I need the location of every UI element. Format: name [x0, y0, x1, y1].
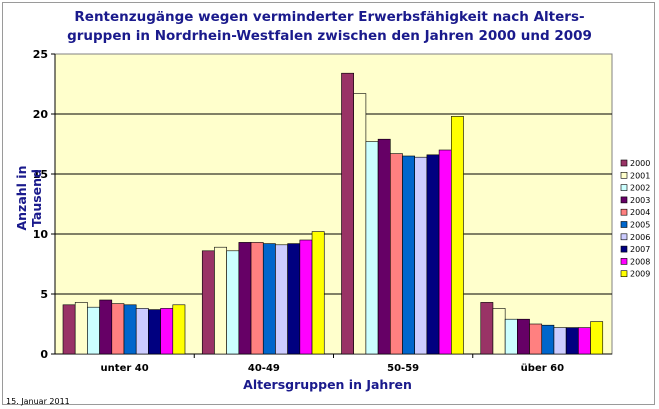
x-tick-label: 40-49 [248, 363, 280, 374]
bar [299, 239, 313, 355]
bar [590, 321, 604, 355]
footer-date: 15. Januar 2011 [6, 397, 70, 406]
y-tick-label: 5 [40, 288, 48, 301]
legend-swatch [620, 245, 628, 253]
y-tick-label: 0 [40, 348, 48, 361]
bar [275, 244, 288, 355]
bar [148, 309, 161, 355]
x-axis-label: Altersgruppen in Jahren [243, 377, 412, 392]
legend-label: 2003 [630, 196, 650, 205]
legend-swatch [620, 184, 628, 191]
bar [214, 246, 227, 355]
y-tick-label: 15 [33, 168, 48, 181]
bar [87, 306, 100, 355]
bar [480, 302, 494, 355]
legend-swatch [620, 208, 628, 216]
legend-label: 2004 [630, 208, 650, 217]
legend-swatch [620, 172, 628, 179]
x-tick-label: über 60 [521, 363, 564, 374]
legend-swatch [620, 258, 628, 265]
bar [311, 231, 325, 355]
legend-swatch [620, 233, 628, 241]
bar [529, 323, 543, 355]
x-tick-label: 50-59 [387, 363, 419, 374]
bar [123, 304, 137, 355]
bar [201, 250, 215, 355]
bar [450, 116, 464, 355]
legend-label: 2006 [630, 233, 650, 242]
chart-title: Rentenzugänge wegen verminderter Erwerbs… [67, 9, 592, 44]
bar [341, 72, 354, 355]
bar [238, 242, 252, 355]
bar [365, 141, 379, 355]
bar [250, 242, 264, 355]
bar [553, 327, 567, 355]
legend-label: 2000 [630, 159, 650, 168]
y-tick-label: 20 [33, 108, 49, 121]
bar [377, 138, 391, 355]
bar [504, 318, 518, 355]
legend-label: 2008 [630, 257, 650, 266]
legend-swatch [620, 270, 628, 278]
bar [62, 304, 76, 355]
y-tick-label: 10 [33, 228, 49, 241]
bar [541, 324, 555, 355]
bar [111, 303, 125, 355]
bar [287, 243, 301, 355]
bar [160, 308, 174, 355]
legend-label: 2009 [630, 270, 650, 279]
bar [438, 149, 452, 355]
bar [172, 304, 186, 355]
x-tick-label: unter 40 [101, 363, 149, 374]
legend-swatch [620, 196, 628, 204]
bar [135, 308, 149, 355]
bar [414, 156, 428, 355]
bar [226, 250, 240, 355]
legend-swatch [620, 159, 628, 167]
bar [565, 327, 579, 355]
legend-label: 2002 [630, 184, 650, 193]
bar [578, 327, 591, 355]
bar [426, 154, 440, 355]
bar [353, 93, 367, 355]
plot-area [54, 53, 613, 355]
y-axis-label: Anzahl in Tausend [14, 165, 44, 231]
bar [492, 308, 506, 355]
bar [74, 302, 88, 355]
y-tick-label: 25 [33, 48, 48, 61]
bar [389, 153, 403, 355]
legend-label: 2007 [630, 245, 650, 254]
legend-label: 2001 [630, 171, 650, 180]
bar [517, 318, 530, 355]
bar [262, 243, 276, 355]
legend-label: 2005 [630, 221, 650, 230]
bar [99, 299, 113, 355]
bar [402, 155, 415, 355]
legend-swatch [620, 221, 628, 228]
